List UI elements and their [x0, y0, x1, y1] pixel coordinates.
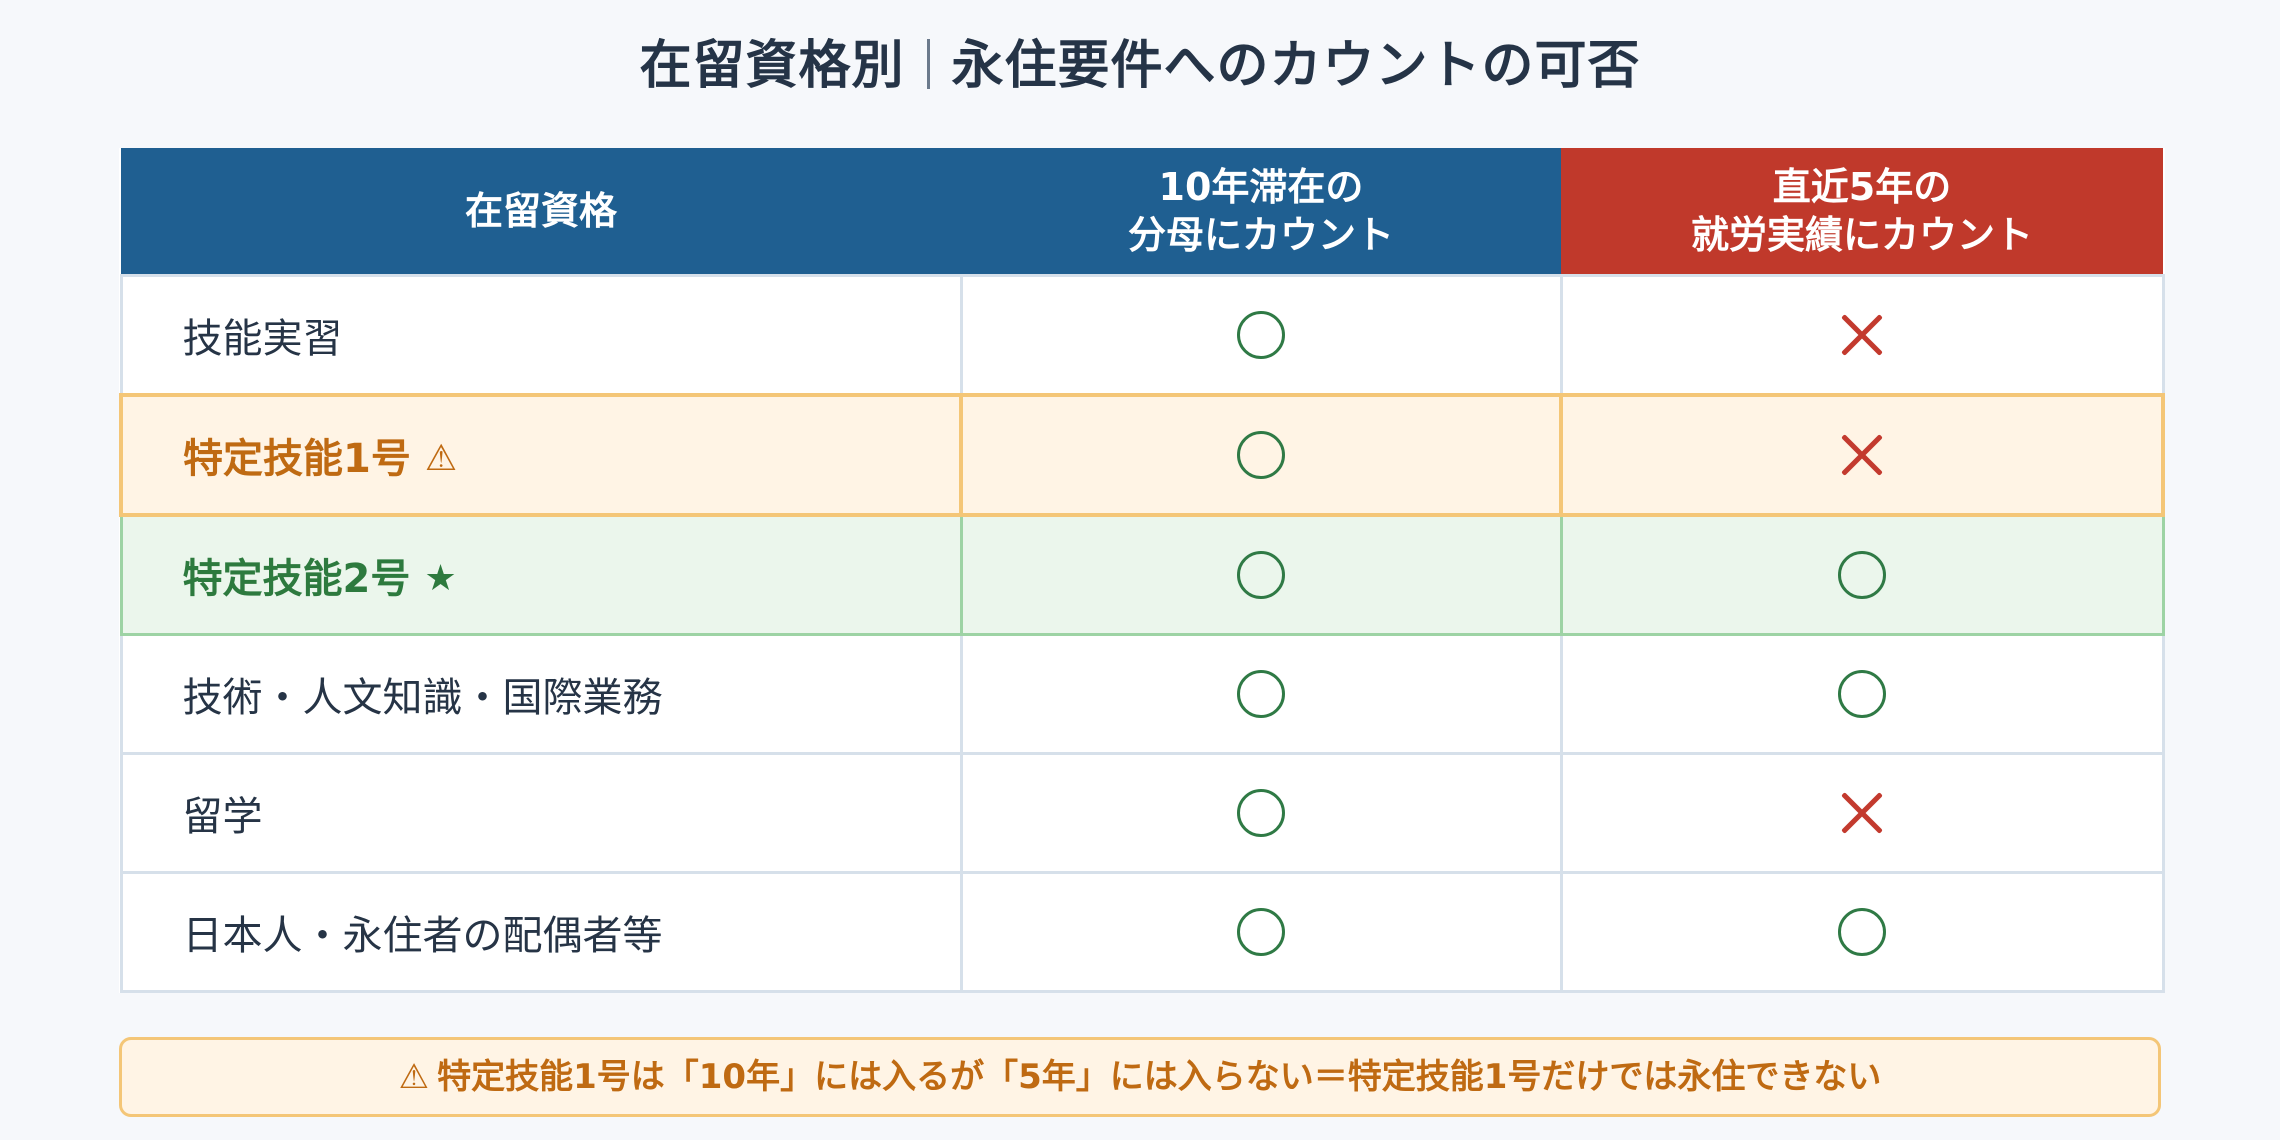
- status-table: 在留資格 10年滞在の 分母にカウント 直近5年の 就労実績にカウント 技能実習…: [119, 148, 2165, 993]
- table-row: 技術・人文知識・国際業務: [119, 633, 2165, 755]
- status-name-cell: 日本人・永住者の配偶者等: [119, 871, 963, 993]
- table-row: 特定技能2号 ★: [119, 513, 2165, 636]
- cross-mark-icon: [1838, 431, 1886, 479]
- status-name: 特定技能2号: [182, 556, 411, 602]
- title-left: 在留資格別: [639, 36, 905, 96]
- circle-mark-icon: [1237, 551, 1285, 599]
- cross-mark-icon: [1838, 311, 1886, 359]
- status-name: 留学: [182, 794, 263, 840]
- circle-mark-icon: [1237, 311, 1285, 359]
- status-name-cell: 技能実習: [119, 274, 963, 397]
- five-year-cell: [1559, 513, 2165, 636]
- title-divider: [926, 39, 930, 89]
- cross-mark-icon: [1838, 789, 1886, 837]
- status-name-cell: 特定技能2号 ★: [119, 513, 963, 636]
- five-year-cell: [1559, 274, 2165, 397]
- star-icon: ★: [424, 558, 457, 599]
- header-status: 在留資格: [121, 148, 961, 276]
- warning-icon: ⚠: [424, 438, 458, 479]
- warning-note: ⚠ 特定技能1号は「10年」には入るが「5年」には入らない＝特定技能1号だけでは永…: [119, 1037, 2161, 1117]
- header-five-year-line2: 就労実績にカウント: [1690, 213, 2033, 257]
- status-name-cell: 特定技能1号 ⚠: [119, 393, 963, 517]
- circle-mark-icon: [1237, 670, 1285, 718]
- header-ten-year: 10年滞在の 分母にカウント: [961, 148, 1561, 276]
- ten-year-cell: [959, 274, 1563, 397]
- ten-year-cell: [959, 393, 1563, 517]
- header-ten-year-line1: 10年滞在の: [1158, 165, 1364, 209]
- circle-mark-icon: [1838, 670, 1886, 718]
- status-name: 日本人・永住者の配偶者等: [182, 913, 663, 959]
- header-five-year-line1: 直近5年の: [1772, 165, 1952, 209]
- warning-note-text: 特定技能1号は「10年」には入るが「5年」には入らない＝特定技能1号だけでは永住…: [437, 1057, 1882, 1097]
- title-right: 永住要件へのカウントの可否: [951, 36, 1641, 96]
- five-year-cell: [1559, 633, 2165, 755]
- table-row: 特定技能1号 ⚠: [119, 393, 2165, 517]
- status-name: 技能実習: [182, 316, 343, 362]
- ten-year-cell: [959, 513, 1563, 636]
- table-row: 日本人・永住者の配偶者等: [119, 871, 2165, 993]
- status-name: 特定技能1号: [183, 436, 411, 482]
- circle-mark-icon: [1838, 551, 1886, 599]
- table-row: 留学: [119, 752, 2165, 874]
- header-row: 在留資格 10年滞在の 分母にカウント 直近5年の 就労実績にカウント: [121, 148, 2163, 276]
- status-name: 技術・人文知識・国際業務: [182, 675, 663, 721]
- table-row: 技能実習: [119, 274, 2165, 397]
- circle-mark-icon: [1237, 789, 1285, 837]
- header-status-label: 在留資格: [464, 189, 617, 233]
- status-name-cell: 技術・人文知識・国際業務: [119, 633, 963, 755]
- five-year-cell: [1559, 752, 2165, 874]
- circle-mark-icon: [1237, 431, 1285, 479]
- circle-mark-icon: [1237, 908, 1285, 956]
- circle-mark-icon: [1838, 908, 1886, 956]
- header-five-year: 直近5年の 就労実績にカウント: [1561, 148, 2163, 276]
- ten-year-cell: [959, 871, 1563, 993]
- five-year-cell: [1559, 871, 2165, 993]
- warning-icon: ⚠: [398, 1057, 430, 1097]
- header-ten-year-line2: 分母にカウント: [1127, 213, 1394, 257]
- page-title: 在留資格別 永住要件へのカウントの可否: [0, 26, 2280, 106]
- ten-year-cell: [959, 752, 1563, 874]
- status-name-cell: 留学: [119, 752, 963, 874]
- five-year-cell: [1559, 393, 2165, 517]
- ten-year-cell: [959, 633, 1563, 755]
